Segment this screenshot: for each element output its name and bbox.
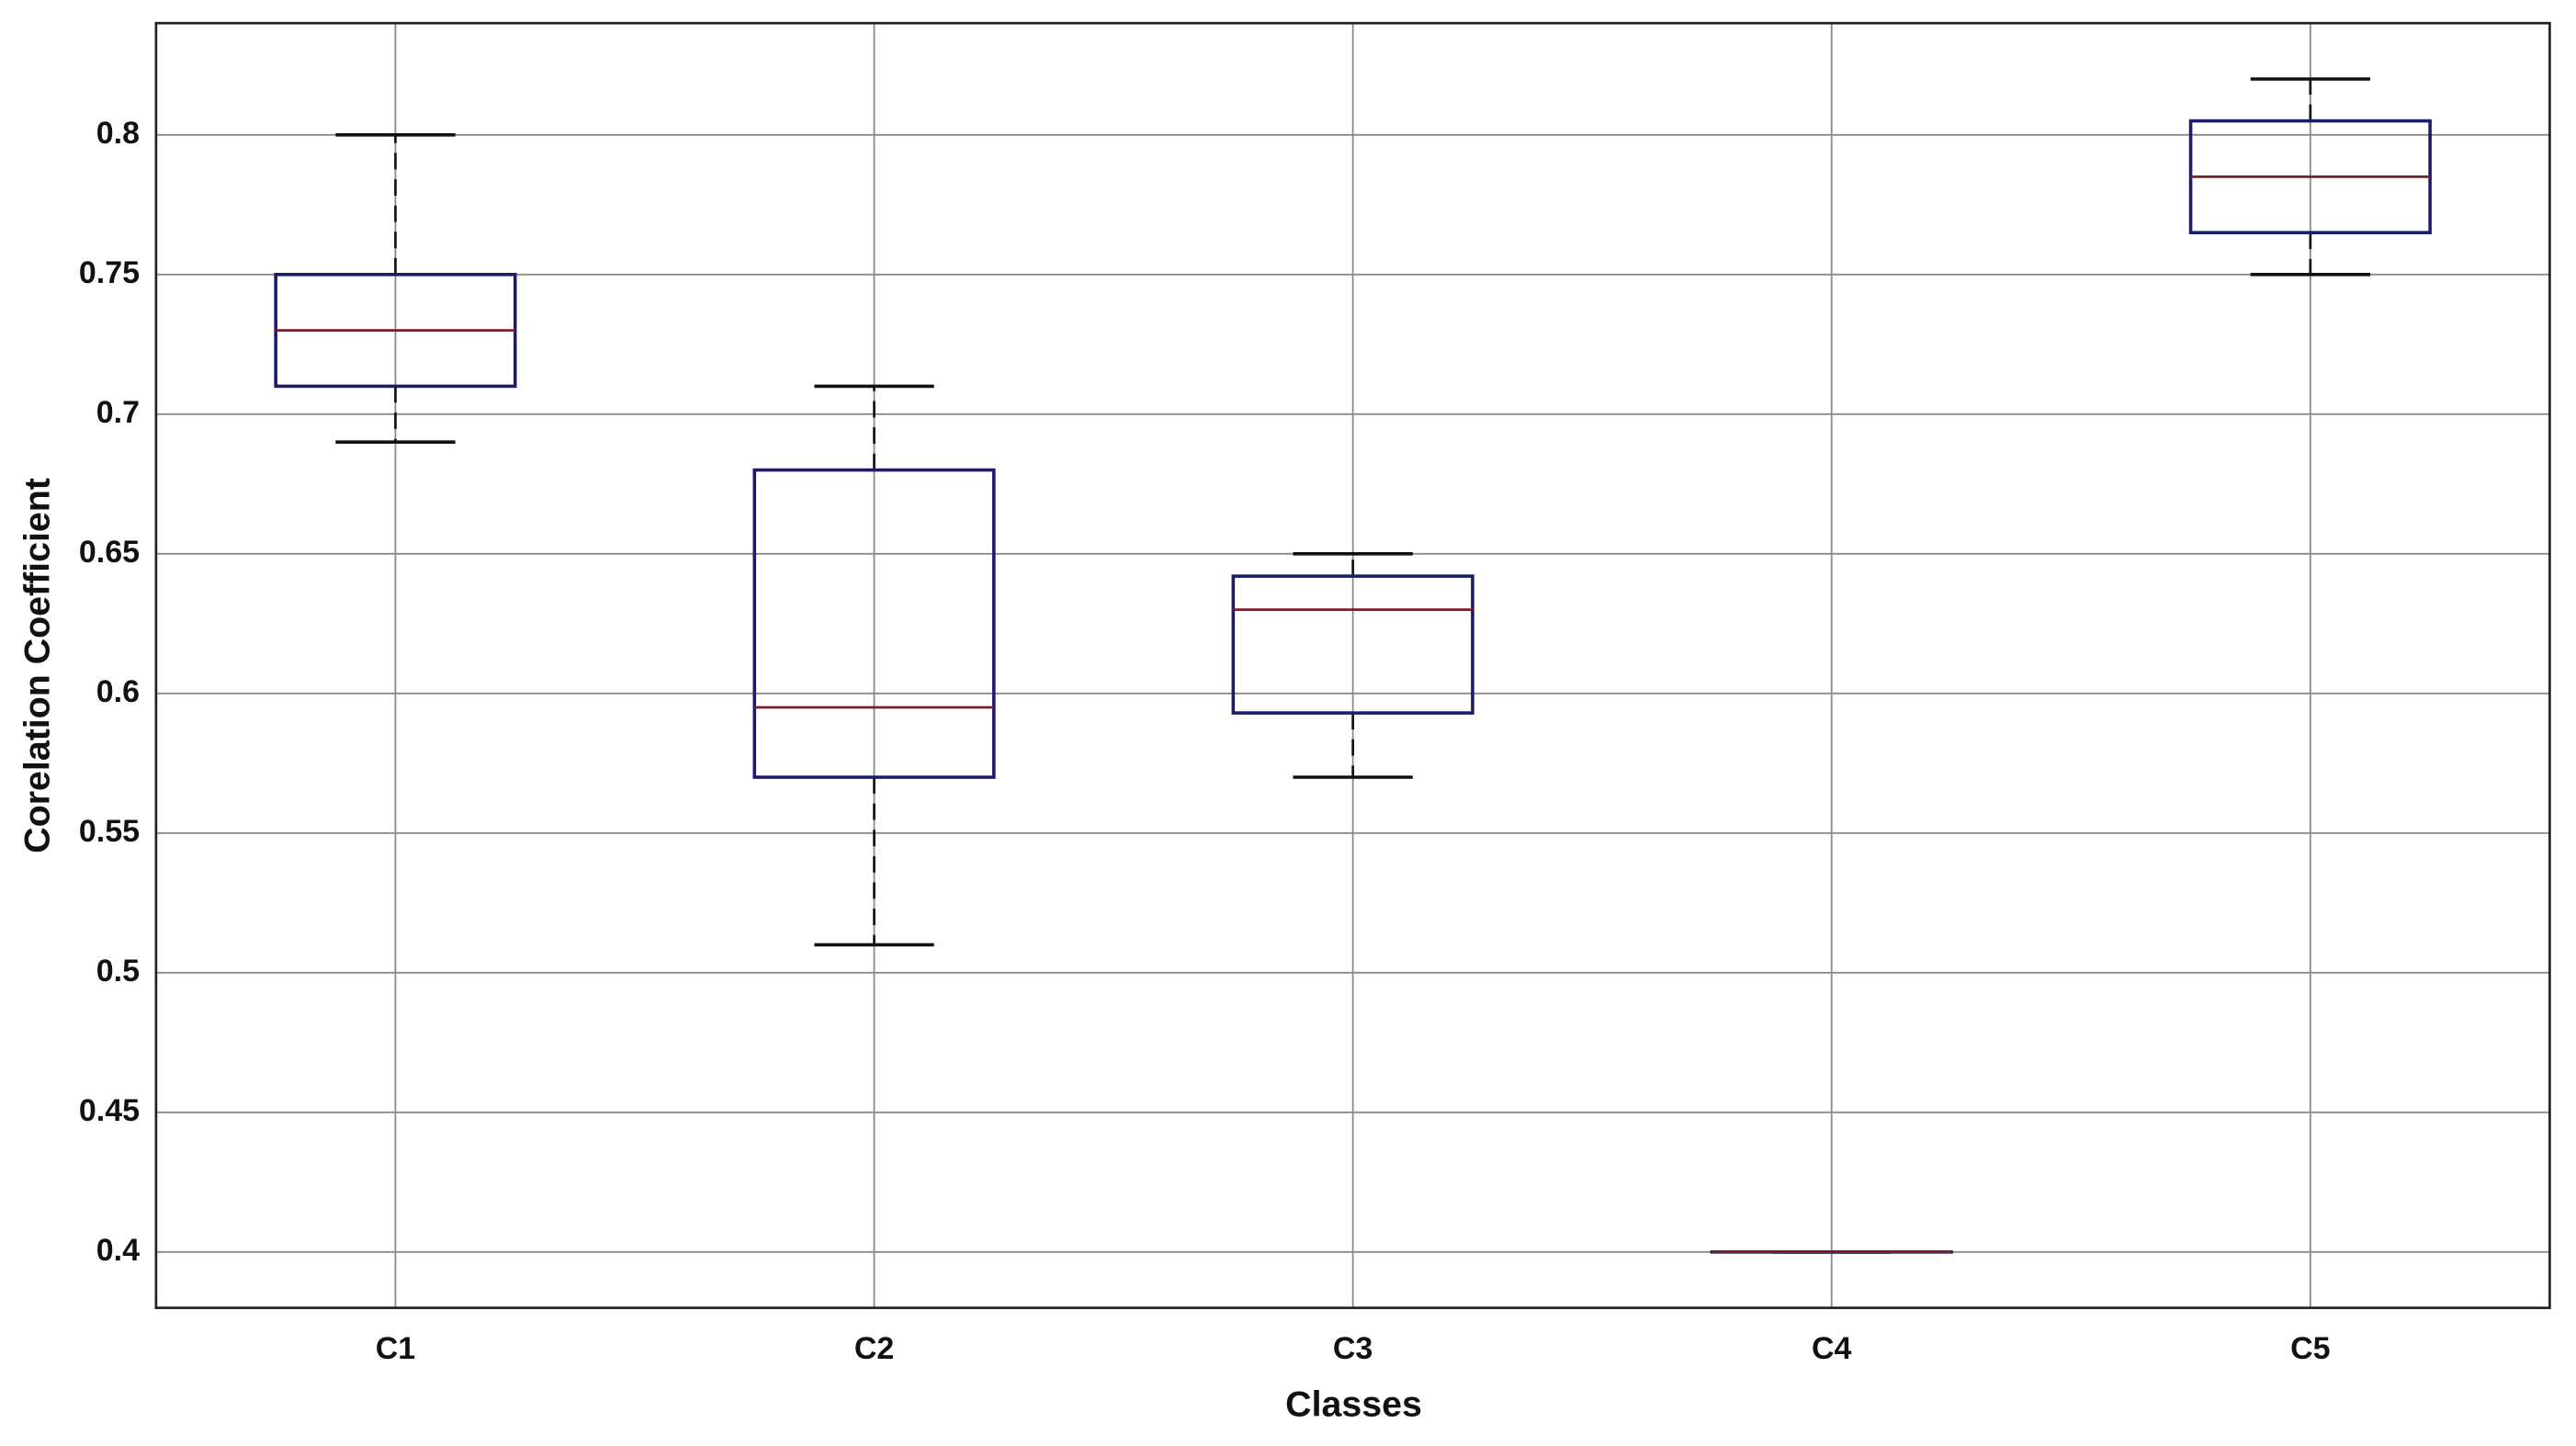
x-tick-label: C3	[1333, 1331, 1373, 1366]
y-tick-label: 0.8	[96, 116, 140, 151]
y-tick-label: 0.55	[79, 814, 140, 849]
y-tick-label: 0.45	[79, 1093, 140, 1128]
y-tick-label: 0.6	[96, 674, 140, 709]
box	[752, 468, 996, 779]
y-tick-label: 0.7	[96, 395, 140, 430]
x-tick-label: C4	[1812, 1331, 1852, 1366]
y-tick-label: 0.4	[96, 1233, 140, 1268]
x-tick-label: C1	[376, 1331, 415, 1366]
y-tick-label: 0.65	[79, 535, 140, 570]
box	[1231, 574, 1474, 715]
y-tick-label: 0.75	[79, 255, 140, 290]
x-tick-label: C5	[2290, 1331, 2330, 1366]
x-tick-label: C2	[854, 1331, 894, 1366]
x-axis-label: Classes	[1285, 1384, 1422, 1424]
y-tick-label: 0.5	[96, 954, 140, 988]
plot-frame	[154, 21, 2551, 1309]
y-axis-label: Corelation Coefficient	[17, 478, 57, 853]
